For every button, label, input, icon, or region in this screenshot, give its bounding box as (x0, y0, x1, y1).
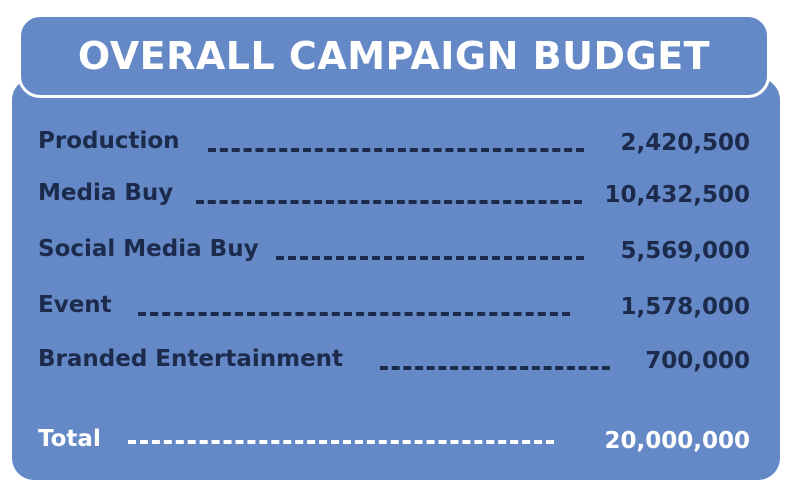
budget-row-label: Branded Entertainment (38, 346, 344, 372)
title-banner: OVERALL CAMPAIGN BUDGET (18, 14, 770, 98)
budget-row-label: Event (38, 292, 112, 318)
total-label: Total (38, 426, 101, 452)
budget-row-value: 2,420,500 (620, 130, 751, 156)
dotted-leader (128, 440, 554, 444)
budget-row-media-buy: Media Buy 10,432,500 (38, 178, 750, 212)
budget-row-value: 700,000 (645, 348, 750, 374)
page-title: OVERALL CAMPAIGN BUDGET (77, 34, 711, 78)
budget-row-label: Social Media Buy (38, 236, 259, 262)
budget-row-value: 5,569,000 (620, 238, 751, 264)
budget-row-total: Total 20,000,000 (38, 424, 750, 458)
budget-row-branded-entertainment: Branded Entertainment 700,000 (38, 344, 750, 378)
dotted-leader (196, 200, 582, 204)
dotted-leader (138, 312, 570, 316)
dotted-leader (276, 256, 584, 260)
budget-row-value: 1,578,000 (620, 294, 751, 320)
dotted-leader (208, 148, 584, 152)
budget-row-label: Media Buy (38, 180, 174, 206)
budget-row-value: 10,432,500 (604, 182, 750, 208)
budget-row-event: Event 1,578,000 (38, 290, 750, 324)
dotted-leader (380, 366, 610, 370)
budget-row-social-media-buy: Social Media Buy 5,569,000 (38, 234, 750, 268)
budget-row-label: Production (38, 128, 180, 154)
total-value: 20,000,000 (604, 428, 750, 454)
budget-panel (12, 78, 780, 480)
budget-row-production: Production 2,420,500 (38, 126, 750, 160)
